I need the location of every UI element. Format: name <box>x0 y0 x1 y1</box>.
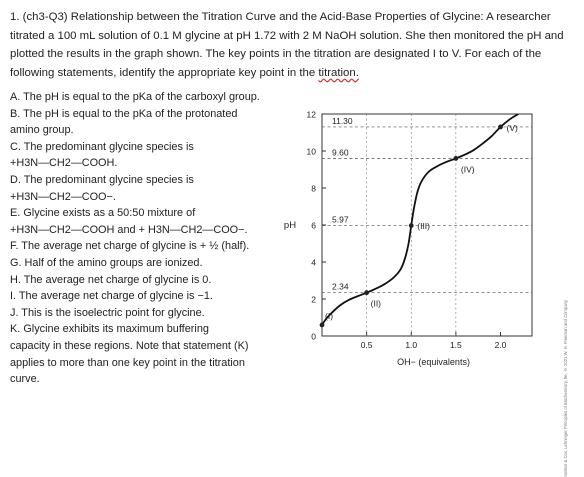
y-tick-label: 0 <box>311 332 316 342</box>
statement-line: A. The pH is equal to the pKa of the car… <box>10 91 260 103</box>
y-tick-label: 8 <box>311 184 316 194</box>
statement-line: capacity in these regions. Note that sta… <box>10 339 249 352</box>
key-point-marker <box>498 124 503 130</box>
figure-credit: Nelson & Cox, Lehninger Principles of Bi… <box>563 300 568 477</box>
y-tick-label: 6 <box>311 221 316 231</box>
x-tick-label: 1.5 <box>450 340 462 350</box>
statement-line: curve. <box>10 373 40 386</box>
titration-chart: 0 2 4 6 8 10 12 0.5 1.0 1.5 2.0 pH OH− (equivalents)… <box>284 110 533 367</box>
key-point-marker <box>453 156 459 161</box>
y-tick-label: 12 <box>307 110 317 120</box>
reference-label: 11.30 <box>332 116 353 126</box>
statement-line: amino group. <box>10 124 74 137</box>
statement-line: E. Glycine exists as a 50:50 mixture of <box>10 207 196 220</box>
x-tick-label: 0.5 <box>361 340 373 350</box>
statement-line: +H3N—CH2—COOH. <box>10 157 118 170</box>
key-point-label: (I) <box>325 311 333 321</box>
statement-line: H. The average net charge of glycine is … <box>10 273 212 286</box>
reference-label: 5.97 <box>332 215 349 225</box>
statement-line: C. The predominant glycine species is <box>10 140 194 153</box>
statement-line: J. This is the isoelectric point for gly… <box>10 306 205 319</box>
statement-line: K. Glycine exhibits its maximum bufferin… <box>10 323 209 336</box>
statement-line: +H3N—CH2—COO−. <box>10 190 116 203</box>
statement-line: I. The average net charge of glycine is … <box>10 290 213 303</box>
intro-text: 1. (ch3-Q3) Relationship between the Tit… <box>10 11 564 79</box>
key-point-label: (IV) <box>461 164 475 174</box>
intro-tail: titration. <box>318 66 359 79</box>
statement-line: B. The pH is equal to the pKa of the pro… <box>10 107 238 120</box>
reference-label: 2.34 <box>332 282 349 292</box>
x-tick-label: 2.0 <box>495 340 507 350</box>
key-point-marker <box>364 290 370 296</box>
x-axis-label: OH− (equivalents) <box>397 357 470 367</box>
statement-list: A. The pH is equal to the pKa of the car… <box>10 89 282 388</box>
key-point-label: (V) <box>507 123 519 133</box>
y-tick-label: 10 <box>307 147 317 157</box>
y-tick-label: 4 <box>311 258 316 268</box>
key-point-label: (II) <box>371 299 382 309</box>
y-tick-label: 2 <box>311 295 316 305</box>
statement-line: applies to more than one key point in th… <box>10 356 245 369</box>
statement-line: G. Half of the amino groups are ionized. <box>10 256 203 269</box>
key-point-marker <box>408 223 414 228</box>
titration-curve <box>322 114 519 326</box>
statement-line: D. The predominant glycine species is <box>10 173 194 186</box>
problem-intro: 1. (ch3-Q3) Relationship between the Tit… <box>10 8 566 82</box>
y-axis-label: pH <box>284 220 296 231</box>
key-point-label: (III) <box>417 221 430 231</box>
key-point-marker <box>319 322 325 328</box>
statement-line: +H3N—CH2—COOH and + H3N—CH2—COO−. <box>10 223 248 236</box>
reference-label: 9.60 <box>332 147 349 157</box>
statement-line: F. The average net charge of glycine is … <box>10 240 250 253</box>
x-tick-label: 1.0 <box>405 340 417 350</box>
